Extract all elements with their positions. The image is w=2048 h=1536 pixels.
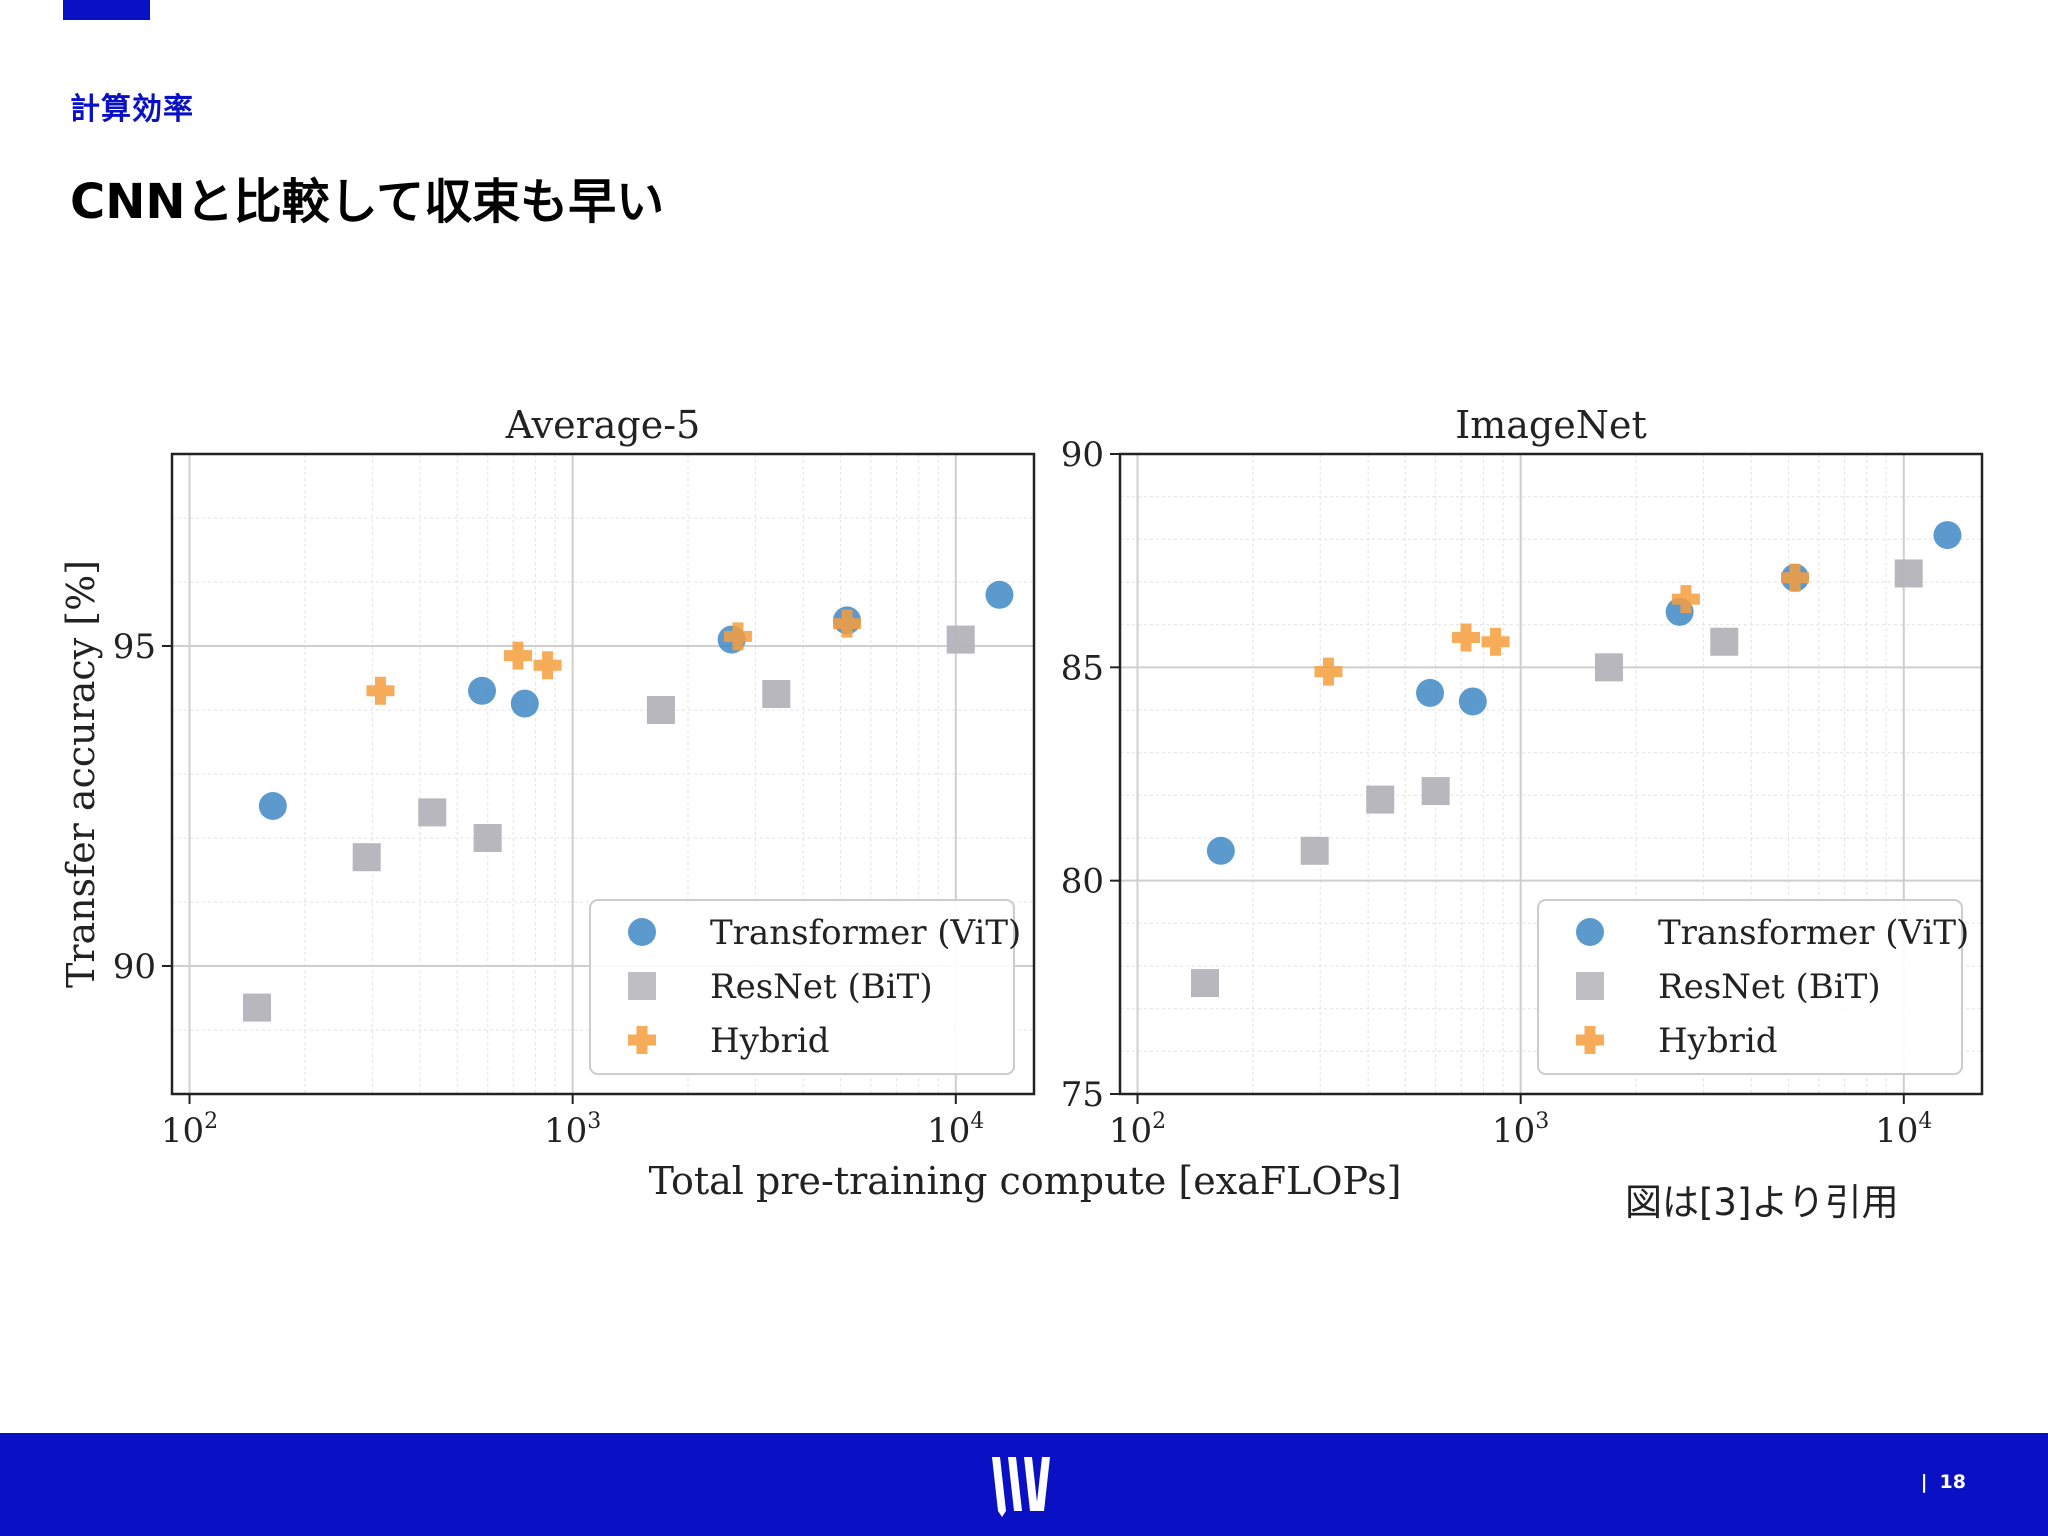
legend-label: ResNet (BiT): [710, 967, 933, 1007]
series-plus: [1314, 563, 1809, 686]
data-point-square: [1366, 785, 1395, 814]
series-plus: [366, 609, 861, 705]
legend-label: Transformer (ViT): [1658, 913, 1969, 953]
data-point-plus: [1780, 563, 1809, 592]
y-tick-label: 90: [113, 947, 156, 987]
axes-frame: [170, 452, 1036, 1096]
legend-label: Transformer (ViT): [710, 913, 1021, 953]
chart-panel-2: 102 103 104 75 80 85 90 ImageNet Transformer (Vi…: [1061, 403, 1984, 1151]
legend-label: ResNet (BiT): [1658, 967, 1881, 1007]
data-point-square: [1894, 559, 1923, 588]
data-point-plus: [504, 641, 533, 670]
chart-title: Average-5: [505, 403, 701, 447]
legend-marker-square: [1576, 972, 1604, 1000]
data-point-circle: [1206, 836, 1235, 865]
series-square: [242, 625, 975, 1022]
legend-marker-plus: [628, 1026, 656, 1054]
page-number-value: 18: [1939, 1471, 1966, 1493]
data-point-square: [352, 843, 381, 872]
data-point-plus: [1671, 585, 1700, 614]
chart-title: ImageNet: [1455, 403, 1647, 447]
data-point-circle: [1458, 687, 1487, 716]
y-tick-label: 80: [1061, 862, 1104, 902]
x-axis-label: Total pre-training compute [exaFLOPs]: [649, 1159, 1402, 1203]
x-tick-label: 102: [1109, 1109, 1166, 1151]
figure-caption: 図は[3]より引用: [1625, 1181, 1899, 1224]
legend: Transformer (ViT) ResNet (BiT) Hybrid: [589, 899, 1021, 1075]
data-point-plus: [1481, 627, 1510, 656]
y-tick-label: 75: [1061, 1075, 1104, 1115]
data-point-square: [646, 696, 675, 724]
data-point-circle: [985, 580, 1014, 609]
data-point-circle: [258, 792, 287, 820]
slide-title: CNNと比較して収束も早い: [70, 174, 665, 230]
data-point-square: [418, 798, 447, 827]
legend-box: [1537, 899, 1963, 1075]
chart-panel-1: 102 103 104 90 95 Average-5 Transfer accuracy …: [59, 403, 1401, 1203]
axes-frame: [1118, 452, 1984, 1096]
series-circle: [1206, 521, 1962, 865]
legend-label: Hybrid: [710, 1021, 830, 1061]
x-tick-label: 103: [544, 1109, 601, 1151]
legend-label: Hybrid: [1658, 1021, 1778, 1061]
x-tick-label: 102: [161, 1109, 218, 1151]
legend-marker-square: [628, 972, 656, 1000]
x-tick-label: 104: [927, 1109, 984, 1151]
data-point-square: [1710, 627, 1739, 656]
data-point-square: [762, 680, 791, 708]
data-point-square: [946, 625, 975, 654]
data-point-circle: [1933, 521, 1962, 550]
x-tick-label: 104: [1875, 1109, 1932, 1151]
y-axis-label: Transfer accuracy [%]: [59, 560, 103, 988]
data-point-plus: [723, 622, 752, 651]
y-tick-label: 95: [113, 627, 156, 667]
y-tick-label: 90: [1061, 435, 1104, 475]
data-point-square: [1594, 653, 1623, 682]
data-point-square: [242, 993, 271, 1022]
data-point-circle: [1416, 678, 1445, 707]
page-number: | 18: [1921, 1471, 1966, 1493]
charts-figure: 102 103 104 90 95 Average-5 Transfer accuracy …: [59, 403, 1984, 1203]
section-label: 計算効率: [70, 92, 194, 127]
data-point-plus: [366, 676, 395, 705]
data-point-plus: [533, 651, 562, 680]
legend-box: [589, 899, 1015, 1075]
data-point-plus: [1452, 623, 1481, 652]
x-tick-label: 103: [1492, 1109, 1549, 1151]
data-point-square: [1190, 969, 1219, 998]
data-point-circle: [510, 689, 539, 718]
accent-bar: [63, 0, 150, 20]
legend-marker-circle: [628, 918, 656, 946]
data-point-circle: [468, 676, 497, 705]
y-tick-label: 85: [1061, 648, 1104, 688]
data-point-square: [1421, 777, 1450, 806]
data-point-plus: [832, 609, 861, 638]
series-square: [1190, 559, 1923, 998]
legend-marker-plus: [1576, 1026, 1604, 1054]
footer-bar: | 18: [0, 1433, 2048, 1536]
legend-marker-circle: [1576, 918, 1604, 946]
data-point-square: [1300, 836, 1329, 865]
legend: Transformer (ViT) ResNet (BiT) Hybrid: [1537, 899, 1969, 1075]
brand-logo-icon: [992, 1457, 1050, 1517]
data-point-square: [473, 824, 502, 852]
data-point-plus: [1314, 657, 1343, 686]
page-separator: |: [1920, 1471, 1928, 1493]
